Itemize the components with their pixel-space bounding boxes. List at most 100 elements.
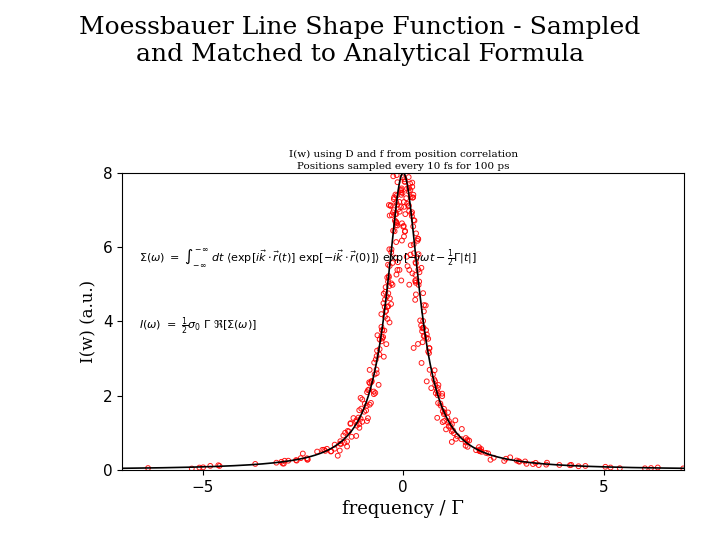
Point — [390, 218, 402, 226]
Point — [376, 322, 387, 331]
Point — [438, 404, 450, 413]
Point — [417, 338, 428, 347]
Point — [359, 407, 370, 416]
Point — [378, 289, 390, 298]
Point — [410, 290, 422, 299]
Point — [384, 282, 395, 291]
Y-axis label: I(w) (a.u.): I(w) (a.u.) — [81, 280, 97, 363]
Point — [500, 455, 512, 463]
Point — [418, 332, 429, 340]
Point — [361, 388, 373, 396]
Point — [354, 420, 365, 428]
X-axis label: frequency / Γ: frequency / Γ — [342, 500, 464, 518]
Point — [421, 377, 433, 386]
Point — [541, 458, 553, 467]
Point — [397, 173, 408, 181]
Point — [394, 104, 405, 113]
Point — [505, 453, 516, 462]
Point — [376, 337, 387, 346]
Point — [445, 421, 456, 430]
Point — [438, 409, 450, 417]
Point — [386, 211, 397, 220]
Point — [342, 427, 354, 435]
Point — [408, 249, 420, 258]
Point — [423, 334, 434, 343]
Point — [392, 125, 404, 133]
Point — [392, 200, 403, 209]
Point — [428, 375, 440, 384]
Point — [423, 349, 435, 357]
Point — [413, 281, 424, 289]
Point — [278, 460, 289, 468]
Point — [356, 417, 368, 426]
Point — [446, 420, 458, 429]
Point — [282, 456, 294, 465]
Point — [387, 172, 399, 180]
Point — [443, 422, 454, 431]
Point — [429, 366, 441, 375]
Point — [391, 271, 402, 279]
Text: Moessbauer Line Shape Function - Sampled
and Matched to Analytical Formula: Moessbauer Line Shape Function - Sampled… — [79, 16, 641, 66]
Point — [382, 289, 394, 298]
Point — [397, 158, 409, 166]
Point — [488, 454, 500, 462]
Point — [392, 205, 404, 213]
Point — [476, 448, 487, 456]
Point — [341, 442, 353, 451]
Point — [421, 330, 433, 339]
Point — [341, 437, 353, 445]
Point — [460, 434, 472, 442]
Point — [391, 163, 402, 172]
Point — [482, 449, 494, 458]
Point — [325, 447, 337, 456]
Point — [380, 307, 392, 316]
Point — [395, 202, 407, 211]
Point — [384, 261, 395, 270]
Point — [399, 227, 410, 236]
Point — [325, 447, 336, 456]
Point — [369, 358, 380, 367]
Point — [410, 295, 421, 304]
Point — [440, 425, 451, 434]
Point — [432, 399, 444, 407]
Point — [400, 147, 412, 156]
Point — [513, 457, 525, 466]
Point — [426, 384, 437, 393]
Point — [565, 461, 577, 469]
Point — [530, 458, 541, 467]
Point — [194, 463, 205, 472]
Point — [480, 449, 492, 457]
Point — [396, 236, 408, 245]
Point — [338, 438, 350, 447]
Point — [406, 212, 418, 220]
Point — [410, 277, 421, 286]
Point — [370, 355, 382, 364]
Point — [462, 437, 473, 445]
Point — [554, 461, 565, 469]
Point — [377, 326, 388, 334]
Point — [580, 462, 591, 470]
Point — [462, 435, 473, 444]
Point — [423, 347, 434, 356]
Point — [521, 460, 532, 468]
Point — [369, 389, 381, 397]
Point — [447, 426, 459, 435]
Point — [406, 208, 418, 217]
Point — [393, 71, 405, 79]
Point — [364, 385, 375, 394]
Point — [442, 408, 454, 417]
Point — [402, 152, 414, 160]
Point — [405, 193, 416, 201]
Point — [403, 280, 415, 289]
Point — [351, 421, 363, 430]
Point — [385, 279, 397, 288]
Point — [446, 427, 457, 436]
Point — [420, 326, 432, 335]
Point — [410, 279, 422, 287]
Point — [378, 353, 390, 361]
Point — [382, 302, 393, 311]
Point — [446, 437, 458, 446]
Point — [400, 146, 412, 155]
Point — [470, 446, 482, 455]
Point — [408, 343, 419, 352]
